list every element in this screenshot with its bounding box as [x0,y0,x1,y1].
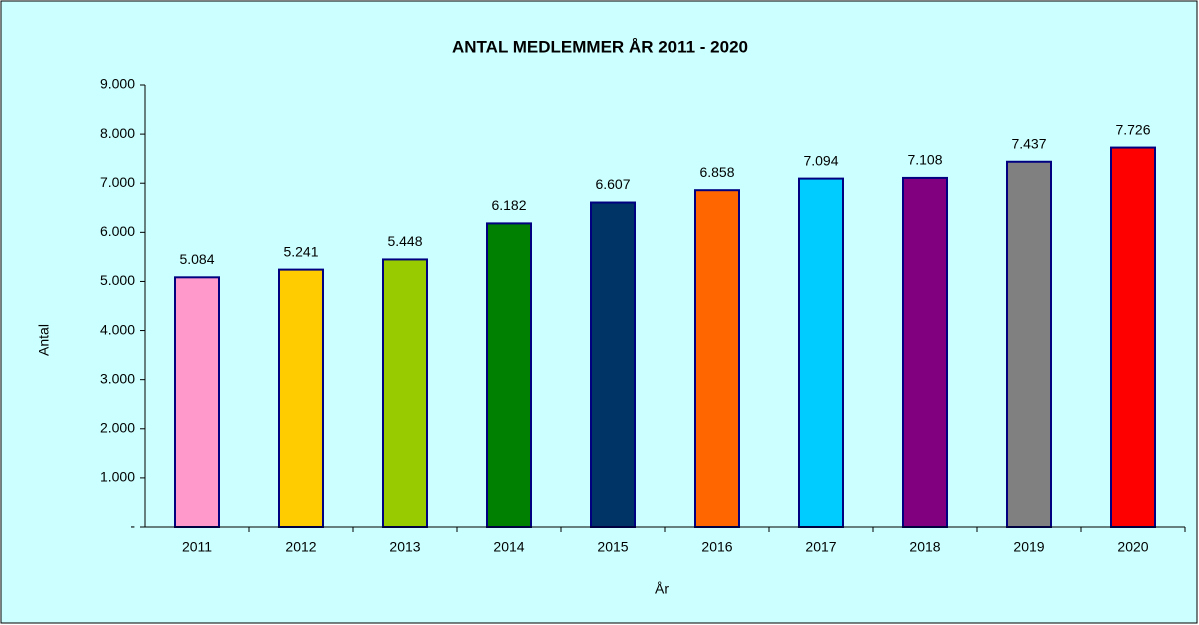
bar [486,222,532,528]
y-tick-label: - [130,518,135,534]
bar [382,258,428,528]
x-tick-label: 2011 [182,539,212,555]
y-tick-label: 8.000 [100,125,135,141]
bar [1110,146,1156,528]
data-label: 6.858 [699,164,734,180]
x-tick-label: 2014 [493,539,524,555]
x-tick-label: 2013 [389,539,420,555]
data-label: 6.182 [491,197,526,213]
bar [590,201,636,528]
chart-title: ANTAL MEDLEMMER ÅR 2011 - 2020 [452,37,748,56]
y-tick-label: 7.000 [100,174,135,190]
y-tick-label: 4.000 [100,321,135,337]
bar [278,268,324,528]
y-tick-label: 1.000 [100,469,135,485]
x-tick-label: 2020 [1117,539,1148,555]
y-tick-label: 3.000 [100,370,135,386]
data-label: 5.084 [179,251,214,267]
y-tick-label: 5.000 [100,272,135,288]
x-tick-label: 2016 [701,539,732,555]
x-tick-label: 2015 [597,539,628,555]
y-tick-label: 6.000 [100,223,135,239]
y-tick-label: 2.000 [100,419,135,435]
bar [1006,160,1052,528]
data-label: 7.094 [803,152,838,168]
bar [694,189,740,528]
data-label: 7.108 [907,152,942,168]
bar [798,177,844,528]
data-label: 7.437 [1011,135,1046,151]
data-label: 5.241 [283,243,318,259]
x-axis-label: År [655,581,669,597]
bar [174,276,220,529]
x-tick-label: 2017 [805,539,836,555]
data-label: 5.448 [387,233,422,249]
data-label: 6.607 [595,176,630,192]
x-tick-label: 2012 [285,539,316,555]
data-label: 7.726 [1115,121,1150,137]
x-tick-label: 2018 [909,539,940,555]
x-tick-label: 2019 [1013,539,1044,555]
bar [902,176,948,529]
y-tick-label: 9.000 [100,76,135,92]
y-axis-label: Antal [36,324,52,356]
